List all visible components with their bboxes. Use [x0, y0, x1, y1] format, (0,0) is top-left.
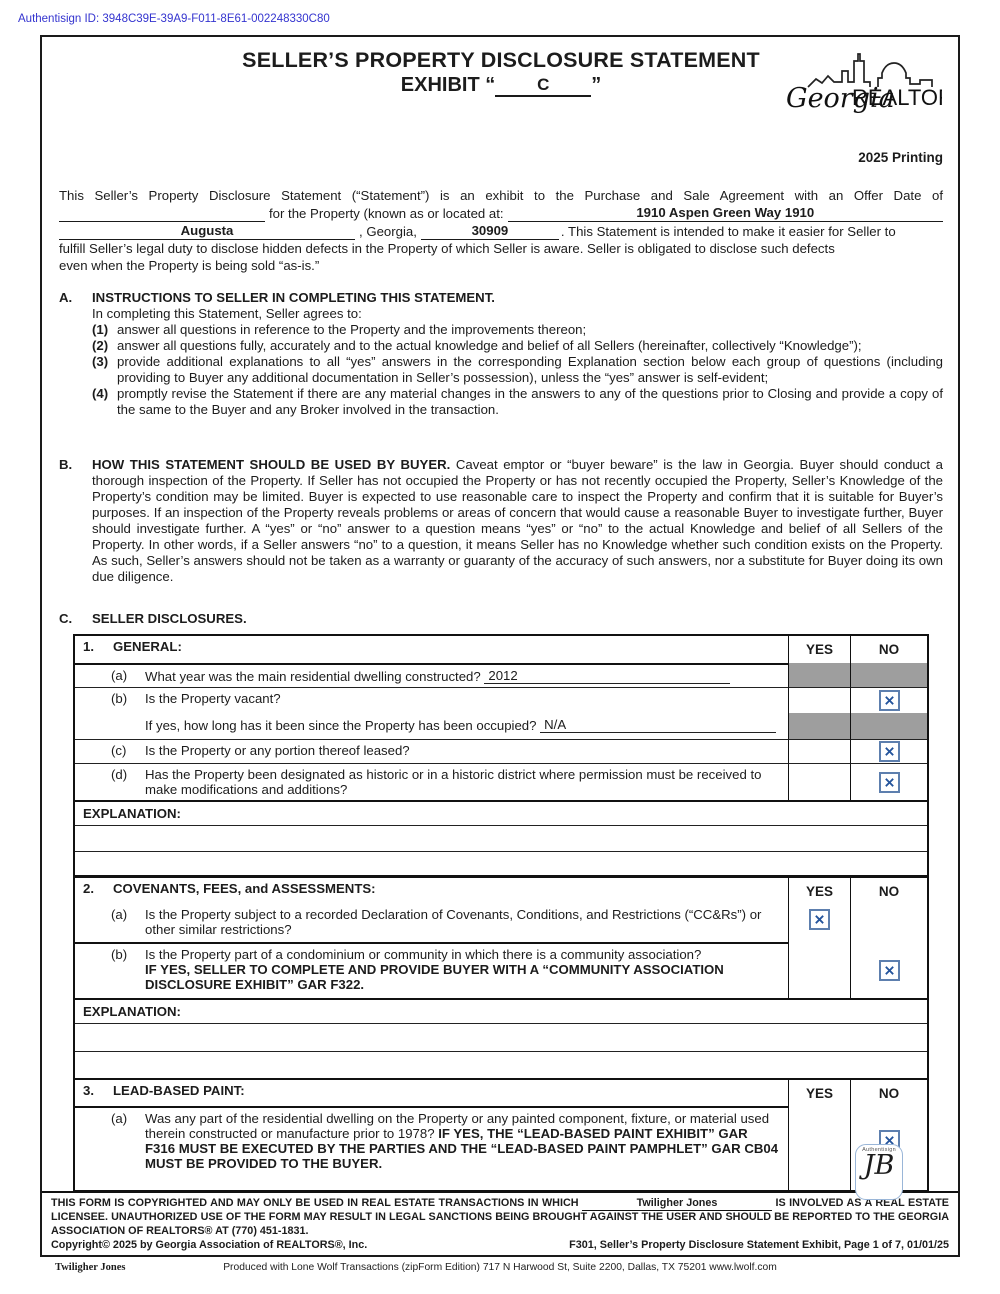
- question-2b: (b) Is the Property part of a condominiu…: [75, 942, 788, 998]
- table-covenants: 2. COVENANTS, FEES, and ASSESSMENTS: YES …: [73, 876, 929, 1081]
- section-a-letter: A.: [59, 290, 73, 305]
- printing-year: 2025 Printing: [858, 150, 943, 165]
- explanation-blank-line[interactable]: [75, 825, 927, 851]
- page-frame: SELLER’S PROPERTY DISCLOSURE STATEMENT E…: [40, 35, 960, 1257]
- year-constructed-field[interactable]: 2012: [484, 668, 731, 684]
- question-1d-no-checkbox[interactable]: [850, 763, 927, 800]
- question-2a-no-checkbox[interactable]: [850, 904, 927, 942]
- section-c-heading: SELLER DISCLOSURES.: [92, 611, 247, 626]
- address-field[interactable]: 1910 Aspen Green Way 1910: [507, 204, 943, 222]
- explanation-blank-line[interactable]: [75, 851, 927, 875]
- occupied-duration-field[interactable]: N/A: [540, 717, 777, 733]
- question-2b-no-checkbox[interactable]: [850, 942, 927, 998]
- intro-line5: even when the Property is being sold “as…: [59, 258, 320, 273]
- checked-checkbox-icon: [878, 771, 900, 793]
- question-1b-followup: If yes, how long has it been since the P…: [75, 713, 788, 739]
- question-3a-yes-checkbox[interactable]: [788, 1106, 850, 1190]
- question-1c-yes-checkbox[interactable]: [788, 739, 850, 763]
- question-1a-yes-cell: [788, 663, 850, 687]
- question-1b-sub-no-cell: [850, 713, 927, 739]
- section-a-intro: In completing this Statement, Seller agr…: [92, 306, 362, 321]
- list-item: (1) answer all questions in reference to …: [92, 322, 587, 337]
- question-1c-no-checkbox[interactable]: [850, 739, 927, 763]
- authentisign-id: Authentisign ID: 3948C39E-39A9-F011-8E61…: [18, 13, 330, 25]
- checked-checkbox-icon: [878, 959, 900, 981]
- licensee-name-field[interactable]: Twiligher Jones: [582, 1197, 773, 1212]
- city-field[interactable]: Augusta: [59, 222, 355, 240]
- question-2a-yes-checkbox[interactable]: [788, 904, 850, 942]
- signer-initials: JB: [863, 1150, 895, 1181]
- yes-column-header: YES: [788, 1080, 850, 1106]
- list-item: (4) promptly revise the Statement if ther…: [92, 386, 943, 417]
- table3-title: LEAD-BASED PAINT:: [113, 1083, 245, 1098]
- checked-checkbox-icon: [809, 909, 830, 930]
- table-lead-paint: 3. LEAD-BASED PAINT: YES NO (a) Was any p…: [73, 1078, 929, 1200]
- copyright-footer: THIS FORM IS COPYRIGHTED AND MAY ONLY BE…: [42, 1191, 958, 1255]
- checked-checkbox-icon: [878, 690, 900, 711]
- question-1a: (a) What year was the main residential d…: [75, 663, 788, 687]
- footer-usage-text: THIS FORM IS COPYRIGHTED AND MAY ONLY BE…: [51, 1197, 949, 1237]
- section-a: A. INSTRUCTIONS TO SELLER IN COMPLETING …: [59, 290, 943, 418]
- page-bottom-strip: Twiligher Jones Produced with Lone Wolf …: [0, 1262, 1000, 1273]
- exhibit-blank-field[interactable]: C: [495, 75, 592, 97]
- zip-field[interactable]: 30909: [420, 222, 559, 240]
- intro-line3: Augusta , Georgia, 30909 . This Statemen…: [59, 222, 943, 240]
- section-b-heading: HOW THIS STATEMENT SHOULD BE USED BY BUY…: [92, 457, 451, 472]
- produced-with-line: Produced with Lone Wolf Transactions (zi…: [223, 1262, 777, 1273]
- section-b-letter: B.: [59, 457, 73, 472]
- table1-title: GENERAL:: [113, 639, 182, 654]
- list-item: (3) provide additional explanations to al…: [92, 354, 943, 385]
- section-b-text: Caveat emptor or “buyer beware” is the l…: [92, 457, 943, 584]
- logo-main-text: REALTORS®: [852, 85, 942, 110]
- explanation-blank-line[interactable]: [75, 1023, 927, 1051]
- yes-column-header: YES: [788, 636, 850, 663]
- stamp-brand-label: Authentisign: [862, 1147, 896, 1153]
- table-general: 1. GENERAL: YES NO (a) What year was the …: [73, 634, 929, 877]
- section-c-letter: C.: [59, 611, 73, 626]
- question-1b-no-checkbox[interactable]: [850, 687, 927, 713]
- exhibit-line: EXHIBIT “C”: [400, 74, 602, 97]
- form-reference: F301, Seller’s Property Disclosure State…: [569, 1238, 949, 1251]
- no-column-header: NO: [850, 878, 927, 904]
- question-1c: (c) Is the Property or any portion there…: [75, 739, 788, 763]
- table2-number: 2.: [83, 881, 94, 896]
- yes-column-header: YES: [788, 878, 850, 904]
- intro-line1: This Seller’s Property Disclosure Statem…: [59, 188, 943, 203]
- list-item: (2) answer all questions fully, accuratel…: [92, 338, 862, 353]
- table3-number: 3.: [83, 1083, 94, 1098]
- question-1b: (b) Is the Property vacant?: [75, 687, 788, 713]
- intro-paragraph: This Seller’s Property Disclosure Statem…: [59, 187, 943, 274]
- question-2b-yes-checkbox[interactable]: [788, 942, 850, 998]
- question-1b-yes-checkbox[interactable]: [788, 687, 850, 713]
- checked-checkbox-icon: [878, 741, 900, 762]
- georgia-realtors-logo: Georgia REALTORS®: [786, 53, 942, 114]
- offer-date-field[interactable]: [59, 204, 265, 222]
- copyright-line: Copyright© 2025 by Georgia Association o…: [51, 1238, 368, 1251]
- agent-name: Twiligher Jones: [55, 1262, 126, 1273]
- section-b: B. HOW THIS STATEMENT SHOULD BE USED BY …: [59, 457, 943, 585]
- section-c: C. SELLER DISCLOSURES.: [59, 611, 943, 627]
- question-1a-no-cell: [850, 663, 927, 687]
- explanation-blank-line[interactable]: [75, 1051, 927, 1079]
- no-column-header: NO: [850, 1080, 927, 1106]
- section-a-heading: INSTRUCTIONS TO SELLER IN COMPLETING THI…: [92, 290, 495, 305]
- explanation-label: EXPLANATION:: [83, 1004, 181, 1019]
- question-1d-yes-checkbox[interactable]: [788, 763, 850, 800]
- logo-script-text: Georgia: [786, 83, 895, 114]
- question-1b-sub-yes-cell: [788, 713, 850, 739]
- form-title: SELLER’S PROPERTY DISCLOSURE STATEMENT: [242, 48, 760, 72]
- explanation-label: EXPLANATION:: [83, 806, 181, 821]
- intro-line2: for the Property (known as or located at…: [59, 204, 943, 222]
- authentisign-initials-stamp: Authentisign JB: [855, 1144, 903, 1200]
- question-3a: (a) Was any part of the residential dwel…: [75, 1106, 788, 1190]
- table2-title: COVENANTS, FEES, and ASSESSMENTS:: [113, 881, 376, 896]
- no-column-header: NO: [850, 636, 927, 663]
- table1-number: 1.: [83, 639, 94, 654]
- intro-line4: fulfill Seller’s legal duty to disclose …: [59, 241, 835, 256]
- question-2a: (a) Is the Property subject to a recorde…: [111, 907, 762, 937]
- question-1d: (d) Has the Property been designated as …: [75, 763, 788, 800]
